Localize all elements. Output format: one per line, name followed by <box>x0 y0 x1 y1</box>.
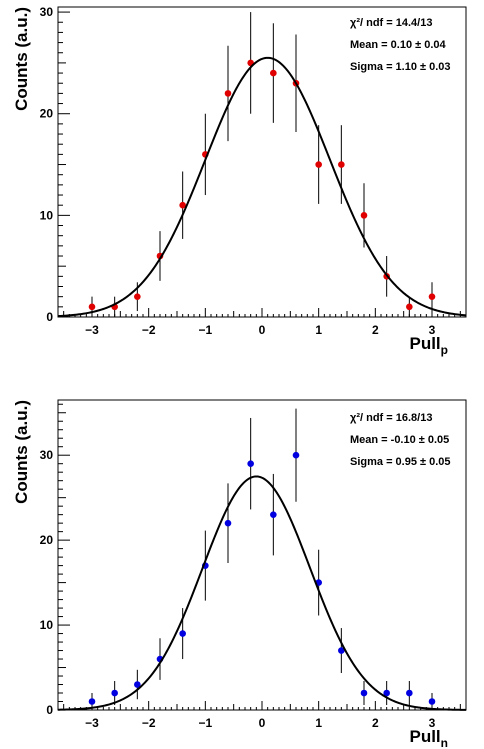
x-axis-label-main: Pull <box>409 727 440 746</box>
y-tick-label: 20 <box>40 533 54 547</box>
y-tick-label: 10 <box>40 208 54 222</box>
data-point <box>360 212 368 219</box>
stats-box: χ²/ ndf = 16.8/13 Mean = -0.10 ± 0.05 Si… <box>350 412 451 468</box>
stats-box: χ²/ ndf = 14.4/13 Mean = 0.10 ± 0.04 Sig… <box>350 17 451 73</box>
y-tick-label: 20 <box>40 107 54 121</box>
data-point <box>88 303 96 311</box>
x-axis-label-subscript: p <box>441 343 448 357</box>
data-point <box>134 293 141 300</box>
x-axis-label: Pullp <box>409 334 448 357</box>
x-tick-label: −1 <box>198 323 212 337</box>
y-tick-label: 0 <box>46 310 53 324</box>
data-point <box>179 201 186 209</box>
x-tick-label: −2 <box>142 323 156 337</box>
data-point <box>315 161 322 168</box>
y-axis-label: Counts (a.u.) <box>12 7 31 111</box>
gaussian-fit-curve <box>57 475 467 711</box>
data-point <box>224 90 232 97</box>
y-tick-label: 30 <box>40 5 54 19</box>
y-tick-label: 30 <box>40 448 54 462</box>
x-axis-label: Pulln <box>409 727 448 749</box>
data-point <box>406 303 413 311</box>
x-tick-label: −3 <box>85 323 99 337</box>
data-point <box>247 460 254 467</box>
data-point <box>134 681 141 688</box>
data-point <box>88 698 96 705</box>
data-point <box>383 689 390 697</box>
stats-sigma: Sigma = 0.95 ± 0.05 <box>350 456 451 468</box>
stats-chi2: χ²/ ndf = 16.8/13 <box>350 412 432 424</box>
data-point <box>338 161 345 168</box>
x-tick-label: 0 <box>259 716 266 730</box>
data-point <box>428 293 436 300</box>
x-tick-label: 0 <box>259 323 266 337</box>
x-tick-label: 1 <box>315 716 322 730</box>
x-tick-label: 2 <box>372 716 379 730</box>
x-tick-label: 3 <box>429 323 436 337</box>
data-point <box>406 689 413 697</box>
stats-mean: Mean = 0.10 ± 0.04 <box>350 39 447 51</box>
data-point <box>428 698 436 705</box>
data-point <box>179 630 186 637</box>
y-axis-label: Counts (a.u.) <box>12 400 31 504</box>
gaussian-fit-curve <box>57 56 467 318</box>
data-point <box>338 647 345 654</box>
x-tick-label: −1 <box>198 716 212 730</box>
x-axis-label-main: Pull <box>409 334 440 353</box>
data-point <box>270 511 277 518</box>
stats-mean: Mean = -0.10 ± 0.05 <box>350 434 449 446</box>
x-tick-label: −3 <box>85 716 99 730</box>
data-point <box>292 451 300 459</box>
x-tick-label: 2 <box>372 323 379 337</box>
data-point <box>360 689 368 697</box>
data-point <box>111 689 118 697</box>
x-tick-label: 3 <box>429 716 436 730</box>
x-axis-label-subscript: n <box>441 736 448 749</box>
data-point <box>270 69 277 77</box>
y-tick-label: 0 <box>46 703 53 717</box>
y-tick-label: 10 <box>40 618 54 632</box>
stats-sigma: Sigma = 1.10 ± 0.03 <box>350 61 451 73</box>
x-tick-label: −2 <box>142 716 156 730</box>
data-point <box>224 519 232 527</box>
x-tick-label: 1 <box>315 323 322 337</box>
data-marks <box>88 408 436 710</box>
stats-chi2: χ²/ ndf = 14.4/13 <box>350 17 432 29</box>
